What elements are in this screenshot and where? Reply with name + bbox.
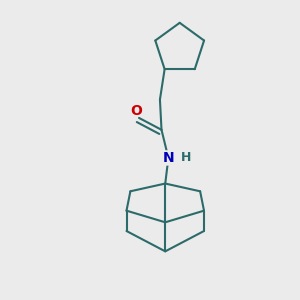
Text: O: O bbox=[130, 104, 142, 118]
Text: N: N bbox=[163, 151, 174, 165]
Text: H: H bbox=[181, 151, 192, 164]
